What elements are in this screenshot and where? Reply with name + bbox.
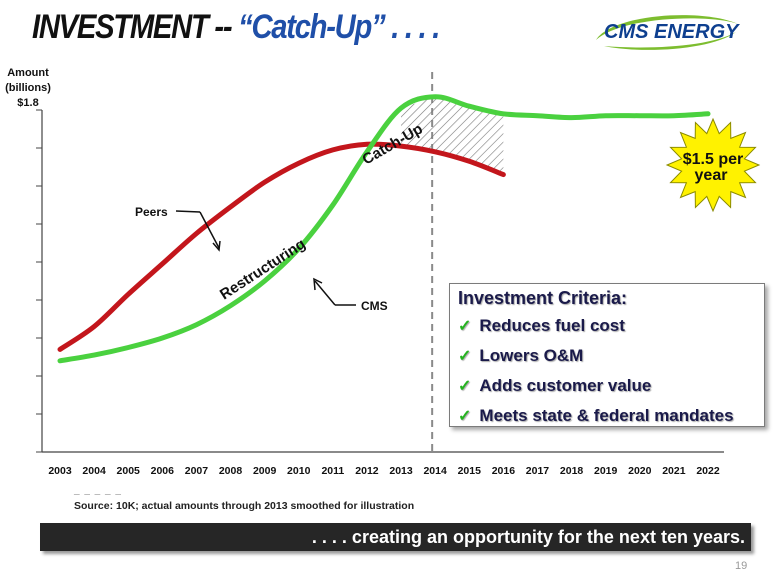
burst-label-line2: year [695,167,728,184]
y-axis-top-value: $1.8 [17,97,39,109]
x-tick-label: 2003 [48,465,72,477]
restructuring-label: Restructuring [217,236,309,304]
cms-series-line [57,94,711,364]
checkmark-icon: ✓ [458,378,472,395]
burst-star-icon [665,117,761,213]
x-tick-label: 2011 [321,465,344,477]
peers-series-line [57,141,506,352]
cms-energy-logo: CMS ENERGY [592,10,742,54]
source-note: Source: 10K; actual amounts through 2013… [74,500,415,512]
criteria-list: ✓ Reduces fuel cost ✓ Lowers O&M ✓ Adds cus… [458,311,756,431]
x-tick-label: 2012 [355,465,379,477]
source-divider: _ _ _ _ _ [74,485,122,496]
x-tick-label: 2009 [253,465,277,477]
x-tick-label: 2006 [151,465,175,477]
page-number: 19 [735,560,748,572]
x-tick-label: 2013 [389,465,413,477]
x-tick-label: 2021 [662,465,686,477]
x-tick-label: 2010 [287,465,311,477]
peers-arrow-head [212,240,221,252]
x-tick-label: 2020 [628,465,652,477]
x-tick-label: 2016 [492,465,516,477]
logo-text: CMS ENERGY [604,21,739,43]
criteria-item: ✓ Meets state & federal mandates [458,401,756,431]
y-axis-title-line2: (billions) [5,82,51,94]
x-tick-label: 2022 [696,465,720,477]
closing-banner: . . . . creating an opportunity for the … [40,523,751,551]
title-main: INVESTMENT -- [32,8,233,46]
investment-criteria-box: Investment Criteria: ✓ Reduces fuel cost … [449,283,765,427]
logo-swoosh-icon [596,15,738,50]
checkmark-icon: ✓ [458,408,472,425]
x-tick-label: 2007 [185,465,209,477]
criteria-item-label: Adds customer value [479,376,652,395]
x-tick-label: 2019 [594,465,618,477]
gap-hatch-polygon [401,96,504,175]
criteria-title: Investment Criteria: [458,288,628,308]
x-tick-label: 2018 [560,465,584,477]
y-axis-title: Amount (billions) $1.8 [4,66,52,111]
criteria-item: ✓ Adds customer value [458,371,756,401]
x-tick-label: 2005 [117,465,141,477]
x-tick-label: 2008 [219,465,243,477]
gap-hatch-area [401,96,504,175]
x-tick-label: 2017 [526,465,550,477]
title-quote: “Catch-Up” . . . . [238,8,440,46]
checkmark-icon: ✓ [458,318,472,335]
x-tick-label: 2015 [458,465,482,477]
criteria-item-label: Reduces fuel cost [479,316,625,335]
x-tick-labels: 2003 2004 2005 2006 2007 2008 2009 2010 2011 2012… [48,465,720,477]
chart-series [57,94,711,364]
peers-pointer [175,210,201,213]
x-tick-label: 2014 [423,465,447,477]
x-tick-label: 2004 [82,465,106,477]
cms-arrow-head [313,277,323,291]
criteria-item: ✓ Reduces fuel cost [458,311,756,341]
burst-label-line1: $1.5 per [683,151,743,168]
peers-label: Peers [135,205,168,219]
cms-arrow [314,280,336,306]
criteria-item-label: Lowers O&M [479,346,584,365]
cms-label: CMS [361,299,388,313]
checkmark-icon: ✓ [458,348,472,365]
page-title: INVESTMENT -- “Catch-Up” . . . . [32,8,440,47]
peers-arrow [199,211,220,249]
y-axis-title-line1: Amount [7,67,49,79]
criteria-item-label: Meets state & federal mandates [479,406,734,425]
criteria-item: ✓ Lowers O&M [458,341,756,371]
